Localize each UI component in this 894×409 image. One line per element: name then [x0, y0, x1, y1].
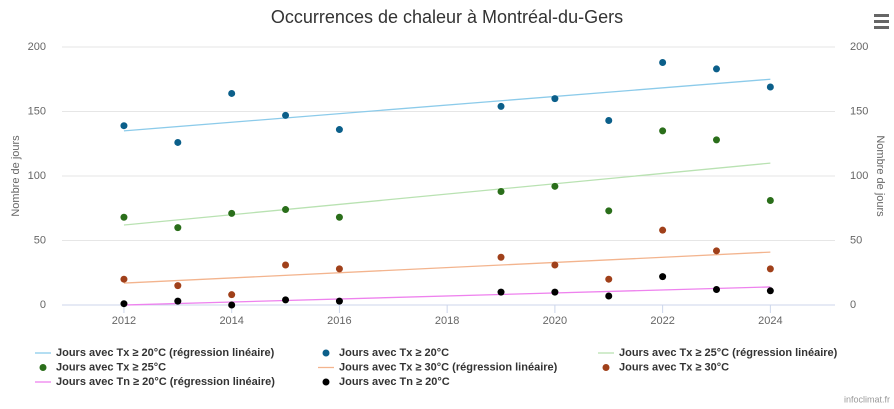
data-point: [766, 265, 774, 273]
y-tick-label: 150: [28, 105, 46, 117]
data-point: [605, 292, 613, 300]
data-point: [282, 206, 290, 214]
data-point: [659, 127, 667, 135]
legend-label[interactable]: Jours avec Tx ≥ 25°C (régression linéair…: [619, 347, 838, 359]
data-point: [497, 288, 505, 296]
chart-title: Occurrences de chaleur à Montréal-du-Ger…: [271, 7, 623, 27]
data-point: [551, 288, 559, 296]
data-point: [497, 102, 505, 110]
data-point: [335, 213, 343, 221]
data-point: [174, 282, 182, 290]
legend-label[interactable]: Jours avec Tx ≥ 25°C: [56, 361, 166, 373]
y-tick-label: 100: [28, 170, 46, 182]
data-point: [659, 273, 667, 281]
data-point: [766, 83, 774, 91]
x-tick-label: 2020: [543, 315, 567, 327]
data-point: [282, 111, 290, 119]
data-point: [551, 95, 559, 103]
data-point: [335, 265, 343, 273]
data-point: [228, 209, 236, 217]
regression-line: [123, 286, 771, 306]
y2-tick-label: 50: [850, 234, 862, 246]
data-point: [174, 297, 182, 305]
y2-tick-label: 150: [850, 105, 868, 117]
data-point: [766, 287, 774, 295]
data-point: [120, 213, 128, 221]
legend-label[interactable]: Jours avec Tx ≥ 20°C (régression linéair…: [56, 347, 275, 359]
data-point: [605, 117, 613, 125]
data-point: [120, 122, 128, 130]
data-point: [282, 296, 290, 304]
data-point: [335, 297, 343, 305]
y-tick-label: 200: [28, 41, 46, 53]
y2-tick-label: 200: [850, 41, 868, 53]
legend-label[interactable]: Jours avec Tx ≥ 20°C: [339, 347, 449, 359]
data-point: [605, 275, 613, 283]
y-axis-title: Nombre de jours: [10, 135, 22, 217]
data-point: [659, 58, 667, 66]
x-tick-label: 2018: [435, 315, 459, 327]
data-point: [497, 187, 505, 195]
legend-symbol: [322, 378, 330, 386]
x-tick-label: 2012: [112, 315, 136, 327]
legend-label[interactable]: Jours avec Tx ≥ 30°C: [619, 361, 729, 373]
regression-line: [123, 251, 771, 284]
y-tick-label: 0: [40, 299, 46, 311]
data-point: [228, 301, 236, 309]
data-point: [497, 253, 505, 261]
data-point: [120, 275, 128, 283]
legend-label[interactable]: Jours avec Tx ≥ 30°C (régression linéair…: [339, 361, 558, 373]
data-point: [174, 138, 182, 146]
data-point: [766, 197, 774, 205]
y2-axis-title: Nombre de jours: [874, 135, 886, 217]
y2-tick-label: 0: [850, 299, 856, 311]
data-point: [120, 300, 128, 308]
data-point: [712, 65, 720, 73]
x-tick-label: 2016: [327, 315, 351, 327]
menu-icon[interactable]: [874, 14, 889, 29]
x-tick-label: 2022: [650, 315, 674, 327]
data-point: [282, 261, 290, 269]
y2-tick-label: 100: [850, 170, 868, 182]
regression-line: [123, 162, 771, 226]
data-point: [605, 207, 613, 215]
legend-symbol: [322, 349, 330, 357]
legend-symbol: [39, 364, 47, 371]
credit[interactable]: infoclimat.fr: [844, 394, 890, 404]
legend-symbol: [602, 364, 610, 371]
data-point: [659, 226, 667, 234]
data-point: [712, 247, 720, 255]
y-tick-label: 50: [34, 234, 46, 246]
data-point: [712, 136, 720, 144]
legend-label[interactable]: Jours avec Tn ≥ 20°C (régression linéair…: [56, 376, 275, 388]
data-point: [228, 291, 236, 299]
data-point: [335, 126, 343, 134]
data-point: [712, 286, 720, 294]
x-tick-label: 2014: [219, 315, 243, 327]
x-tick-label: 2024: [758, 315, 782, 327]
data-point: [228, 89, 236, 97]
legend-label[interactable]: Jours avec Tn ≥ 20°C: [339, 376, 450, 388]
regression-line: [123, 78, 771, 132]
data-point: [551, 182, 559, 190]
data-point: [551, 261, 559, 269]
data-point: [174, 224, 182, 232]
